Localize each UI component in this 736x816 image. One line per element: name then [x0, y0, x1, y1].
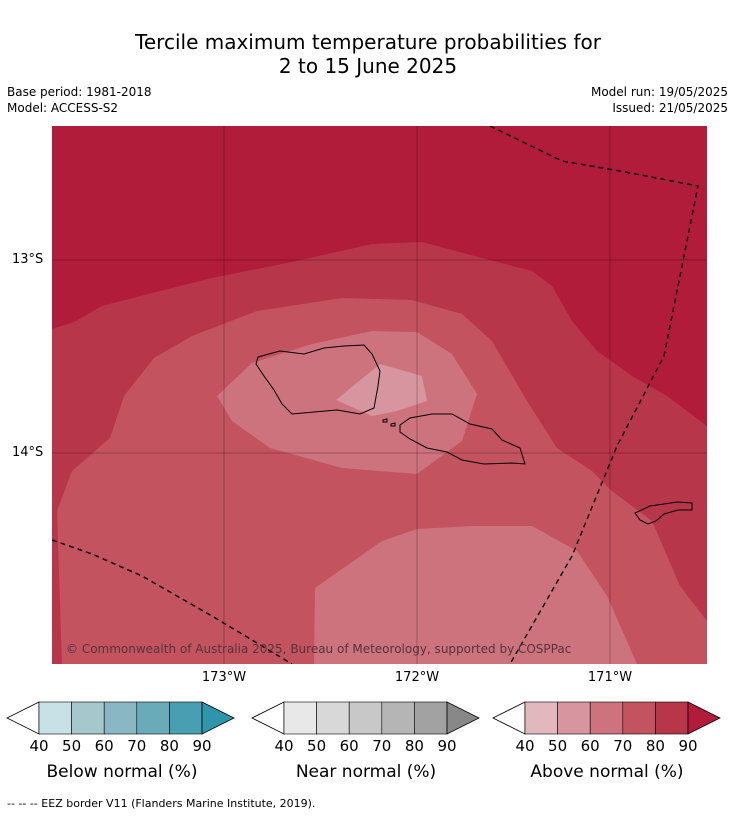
colorbar-tick-label: 40 [29, 737, 49, 755]
model-run: Model run: 19/05/2025 [590, 85, 728, 99]
colorbar-tick-label: 60 [339, 737, 359, 755]
colorbar-below [6, 701, 235, 735]
colorbar-segment [381, 701, 415, 735]
meta-left: Base period: 1981-2018 Model: ACCESS-S2 [7, 84, 152, 116]
copyright-notice: © Commonwealth of Australia 2025, Bureau… [66, 642, 572, 656]
colorbar-tick-label: 40 [515, 737, 535, 755]
colorbar-tick-label: 40 [274, 737, 294, 755]
colorbar-tick-label: 80 [159, 737, 179, 755]
colorbar-tick-label: 60 [94, 737, 114, 755]
title-line-1: Tercile maximum temperature probabilitie… [135, 30, 601, 54]
colorbar-tick-label: 50 [62, 737, 82, 755]
colorbar-segment [524, 701, 558, 735]
colorbar-segment [348, 701, 383, 735]
colorbar-segment [589, 701, 624, 735]
lon-label-173w: 173°W [201, 670, 247, 685]
colorbar-tick-label: 50 [307, 737, 327, 755]
colorbar-below-label: Below normal (%) [46, 762, 198, 782]
colorbar-above-label: Above normal (%) [530, 762, 684, 782]
colorbar-segment [316, 701, 350, 735]
upolu-island [399, 413, 526, 465]
colorbar-extend-high [687, 701, 721, 735]
zone-50 [336, 364, 427, 416]
colorbar-tick-label: 90 [437, 737, 457, 755]
savaii-island [255, 344, 381, 415]
colorbar-tick-label: 90 [192, 737, 212, 755]
lat-label-13s: 13°S [12, 252, 44, 267]
colorbar-extend-low [251, 701, 285, 735]
colorbar-extend-high [201, 701, 235, 735]
lon-label-171w: 171°W [587, 670, 633, 685]
colorbar-segment [655, 701, 689, 735]
colorbar-extend-high [446, 701, 480, 735]
base-period: Base period: 1981-2018 [7, 85, 152, 99]
colorbar-segment [622, 701, 656, 735]
colorbar-segment [283, 701, 317, 735]
title-line-2: 2 to 15 June 2025 [278, 54, 458, 78]
graticule [52, 126, 707, 664]
eez-border [52, 126, 699, 664]
colorbar-extend-low [492, 701, 526, 735]
colorbar-tick-label: 90 [678, 737, 698, 755]
colorbar-tick-label: 60 [580, 737, 600, 755]
colorbar-segment [414, 701, 448, 735]
manono-islet [382, 418, 388, 423]
zone-60-south [314, 526, 637, 664]
colorbar-tick-label: 70 [127, 737, 147, 755]
colorbar-extend-low [6, 701, 40, 735]
colorbar-above [492, 701, 721, 735]
colorbar-segment [136, 701, 170, 735]
eez-footnote: -- -- -- EEZ border V11 (Flanders Marine… [7, 797, 316, 810]
lat-label-14s: 14°S [12, 445, 44, 460]
colorbar-segment [557, 701, 591, 735]
colorbar-segment [71, 701, 105, 735]
tutuila-island [634, 501, 693, 525]
colorbar-tick-label: 50 [548, 737, 568, 755]
map-panel[interactable] [52, 126, 707, 664]
colorbar-segment [38, 701, 72, 735]
colorbar-tick-label: 80 [404, 737, 424, 755]
lon-label-172w: 172°W [394, 670, 440, 685]
colorbar-tick-label: 70 [613, 737, 633, 755]
colorbar-near-label: Near normal (%) [295, 762, 437, 782]
map-title: Tercile maximum temperature probabilitie… [0, 30, 736, 78]
colorbar-near [251, 701, 480, 735]
colorbar-tick-label: 80 [645, 737, 665, 755]
apolima-islet [390, 422, 396, 427]
colorbar-segment [103, 701, 138, 735]
model-name: Model: ACCESS-S2 [7, 101, 119, 115]
colorbar-segment [169, 701, 203, 735]
map-svg [52, 126, 707, 664]
issued-date: Issued: 21/05/2025 [612, 101, 728, 115]
meta-right: Model run: 19/05/2025 Issued: 21/05/2025 [591, 84, 728, 116]
colorbar-tick-label: 70 [372, 737, 392, 755]
